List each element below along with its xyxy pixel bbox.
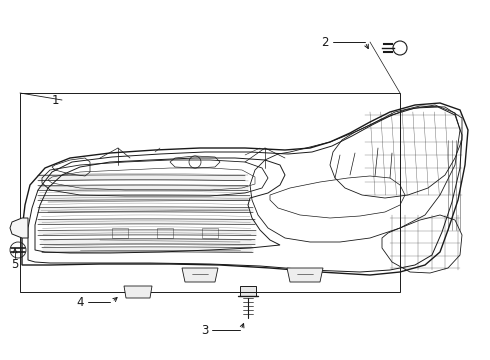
- Text: 1: 1: [51, 94, 59, 107]
- Text: 2: 2: [321, 36, 329, 49]
- Text: 4: 4: [76, 296, 84, 309]
- Polygon shape: [287, 268, 323, 282]
- Text: 3: 3: [201, 324, 209, 337]
- Polygon shape: [10, 218, 28, 238]
- Bar: [240, 286, 256, 296]
- Text: 5: 5: [11, 257, 19, 270]
- Polygon shape: [182, 268, 218, 282]
- Polygon shape: [124, 286, 152, 298]
